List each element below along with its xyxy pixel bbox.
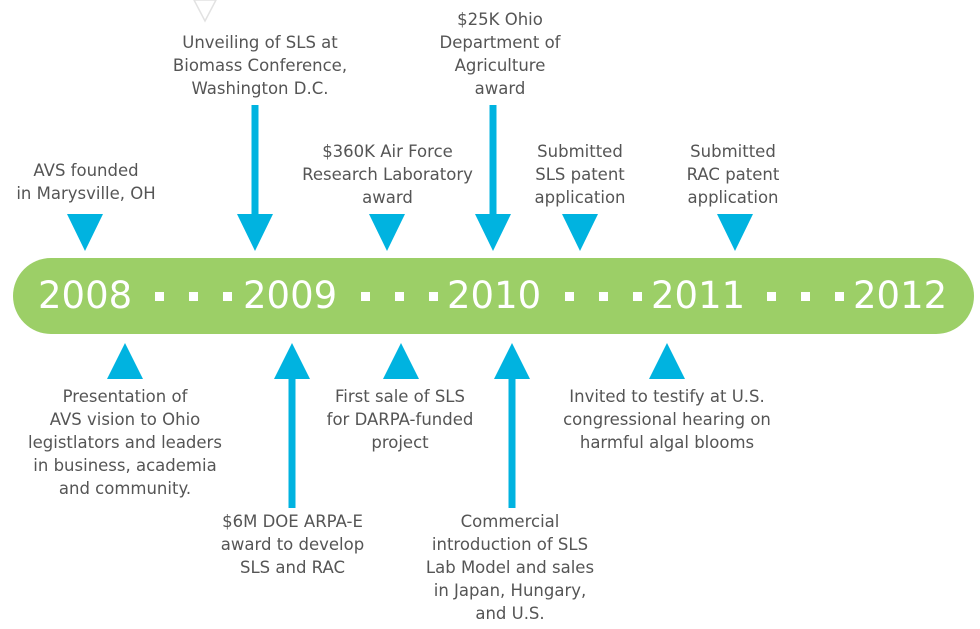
event-congressional-hearing: Invited to testify at U.S. congressional…	[563, 387, 771, 452]
separator-dot	[155, 292, 164, 301]
arrow-up-head	[274, 343, 310, 379]
arrow-down-head	[369, 214, 405, 251]
year-2008: 2008	[38, 274, 133, 317]
timeline-bar	[13, 258, 974, 334]
arrow-down-head	[67, 214, 103, 251]
arrow-down-head	[237, 214, 273, 251]
event-doe-arpa-e-award: $6M DOE ARPA-E award to develop SLS and …	[220, 512, 365, 577]
separator-dot	[223, 292, 232, 301]
arrow-shaft	[251, 105, 259, 217]
arrow-shaft	[288, 375, 296, 508]
arrow-down-head	[717, 214, 753, 251]
separator-dot	[633, 292, 642, 301]
year-2012: 2012	[853, 274, 948, 317]
arrow-shaft	[489, 105, 497, 217]
separator-dot	[565, 292, 574, 301]
separator-dot	[361, 292, 370, 301]
arrow-up-head	[383, 343, 419, 379]
event-air-force-award: $360K Air Force Research Laboratory awar…	[302, 142, 473, 207]
year-2011: 2011	[651, 274, 746, 317]
separator-dot	[767, 292, 776, 301]
event-first-sls-sale: First sale of SLS for DARPA-funded proje…	[326, 387, 474, 452]
cropped-arrow-outline	[193, 0, 217, 23]
event-sls-patent: Submitted SLS patent application	[534, 142, 626, 207]
event-avs-founded: AVS founded in Marysville, OH	[16, 161, 156, 203]
arrow-up-head	[107, 343, 143, 379]
event-ohio-agriculture-award: $25K Ohio Department of Agriculture awar…	[439, 10, 561, 98]
arrow-up-head	[649, 343, 685, 379]
year-2010: 2010	[447, 274, 542, 317]
separator-dot	[835, 292, 844, 301]
separator-dot	[429, 292, 438, 301]
separator-dot	[599, 292, 608, 301]
arrow-shaft	[508, 375, 516, 508]
year-2009: 2009	[243, 274, 338, 317]
arrow-up-head	[494, 343, 530, 379]
event-commercial-introduction: Commercial introduction of SLS Lab Model…	[425, 512, 595, 623]
separator-dot	[801, 292, 810, 301]
event-ohio-presentation: Presentation of AVS vision to Ohio legis…	[28, 387, 222, 498]
separator-dot	[395, 292, 404, 301]
separator-dot	[189, 292, 198, 301]
arrow-down-head	[475, 214, 511, 251]
event-rac-patent: Submitted RAC patent application	[686, 142, 780, 207]
event-sls-unveiling: Unveiling of SLS at Biomass Conference, …	[172, 33, 348, 98]
arrow-down-head	[562, 214, 598, 251]
